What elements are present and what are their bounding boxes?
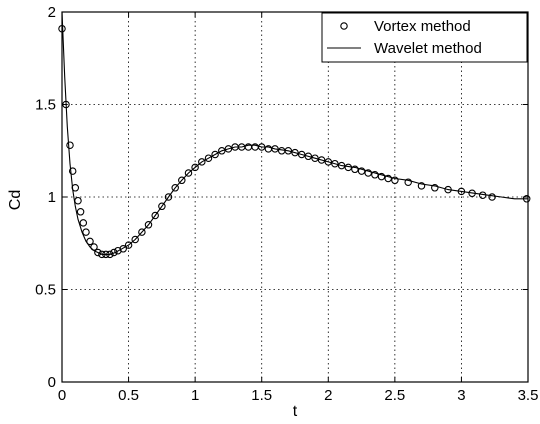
series-line-wavelet bbox=[61, 11, 528, 255]
data-point-vortex bbox=[351, 165, 359, 174]
data-point-vortex bbox=[68, 167, 77, 175]
y-tick-label: 1.5 bbox=[35, 97, 56, 114]
grid bbox=[62, 12, 528, 382]
data-point-vortex bbox=[94, 248, 102, 257]
data-point-vortex bbox=[124, 241, 133, 249]
data-point-vortex bbox=[377, 172, 386, 181]
data-point-vortex bbox=[384, 174, 392, 183]
data-point-vortex bbox=[224, 145, 233, 153]
data-point-vortex bbox=[311, 154, 319, 162]
data-point-vortex bbox=[79, 219, 88, 227]
x-tick-label: 0 bbox=[58, 387, 66, 404]
data-point-vortex bbox=[82, 228, 90, 236]
data-point-vortex bbox=[119, 245, 127, 253]
x-tick-label: 2.5 bbox=[384, 387, 405, 404]
data-point-vortex bbox=[371, 171, 379, 179]
data-point-vortex bbox=[191, 163, 199, 172]
data-point-vortex bbox=[184, 169, 193, 177]
y-tick-label: 0 bbox=[48, 374, 56, 391]
x-tick-label: 1 bbox=[191, 387, 199, 404]
data-point-vortex bbox=[331, 159, 339, 168]
data-point-vortex bbox=[417, 182, 426, 190]
legend-label-vortex: Vortex method bbox=[374, 18, 471, 35]
series-layer bbox=[58, 11, 531, 259]
data-point-vortex bbox=[198, 158, 206, 166]
data-point-vortex bbox=[164, 193, 173, 201]
x-tick-label: 2 bbox=[324, 387, 332, 404]
legend-label-wavelet: Wavelet method bbox=[374, 40, 482, 57]
data-point-vortex bbox=[144, 221, 153, 229]
x-tick-label: 3 bbox=[457, 387, 465, 404]
data-point-vortex bbox=[431, 184, 439, 192]
y-tick-label: 0.5 bbox=[35, 282, 56, 299]
x-tick-label: 0.5 bbox=[118, 387, 139, 404]
data-point-vortex bbox=[211, 150, 219, 159]
y-tick-label: 1 bbox=[48, 189, 56, 206]
data-point-vortex bbox=[488, 193, 496, 201]
legend-marker-vortex bbox=[340, 22, 348, 30]
data-point-vortex bbox=[404, 178, 412, 186]
data-point-vortex bbox=[178, 176, 186, 185]
data-point-vortex bbox=[324, 158, 333, 166]
data-point-vortex bbox=[171, 184, 179, 192]
data-point-vortex bbox=[218, 147, 226, 155]
data-point-vortex bbox=[204, 154, 213, 162]
y-axis-label: Cd bbox=[7, 190, 24, 210]
legend-box bbox=[321, 12, 528, 63]
data-point-vortex bbox=[131, 235, 139, 244]
x-axis-label: t bbox=[293, 403, 298, 420]
data-point-vortex bbox=[158, 202, 166, 211]
data-point-vortex bbox=[66, 141, 74, 149]
data-point-vortex bbox=[86, 237, 94, 246]
x-tick-label: 3.5 bbox=[518, 387, 539, 404]
data-point-vortex bbox=[110, 248, 118, 257]
legend: Vortex method Wavelet method bbox=[321, 12, 528, 63]
data-point-vortex bbox=[391, 176, 399, 185]
data-point-vortex bbox=[357, 167, 366, 175]
data-point-vortex bbox=[317, 156, 326, 164]
data-point-vortex bbox=[291, 148, 299, 157]
data-point-vortex bbox=[76, 208, 85, 216]
data-point-vortex bbox=[364, 169, 372, 177]
data-point-vortex bbox=[297, 150, 306, 159]
x-tick-label: 1.5 bbox=[251, 387, 272, 404]
data-point-vortex bbox=[304, 152, 313, 161]
data-point-vortex bbox=[138, 228, 146, 236]
data-point-vortex bbox=[151, 211, 159, 220]
y-tick-label: 2 bbox=[48, 4, 56, 21]
